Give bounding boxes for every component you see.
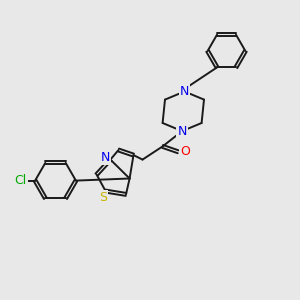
Text: N: N [177,124,187,138]
Text: Cl: Cl [15,174,27,187]
Text: N: N [100,151,110,164]
Text: N: N [180,85,189,98]
Text: O: O [180,145,190,158]
Text: S: S [99,191,107,204]
